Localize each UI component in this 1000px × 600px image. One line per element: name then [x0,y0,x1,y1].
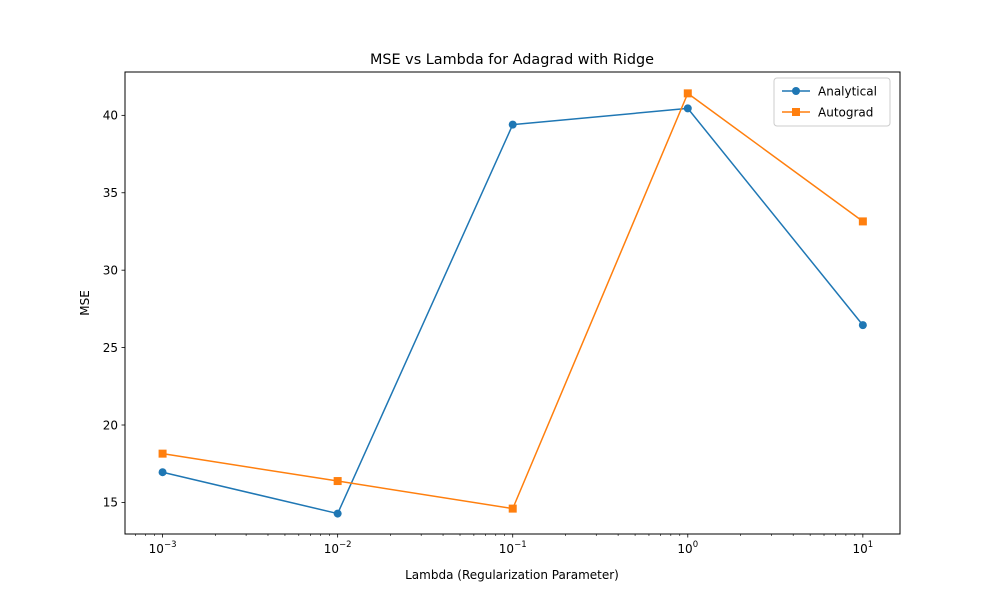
data-point-autograd [333,477,342,486]
x-tick-label: 100 [677,540,698,556]
data-point-analytical [858,321,867,330]
x-tick-base: 10 [149,542,164,556]
x-tick-exponent: −2 [339,540,352,550]
x-axis-title: Lambda (Regularization Parameter) [405,568,619,582]
x-tick-exponent: −3 [164,540,177,550]
series-line-analytical [162,107,864,515]
data-point-autograd [508,504,517,513]
legend-label: Autograd [818,105,873,119]
x-tick-base: 10 [853,542,868,556]
y-tick-label: 20 [103,418,118,432]
series-line-autograd [162,92,864,510]
y-tick-label: 35 [103,186,118,200]
x-tick-label: 101 [853,540,874,556]
x-tick-label: 10−2 [324,540,352,556]
x-tick-label: 10−1 [499,540,527,556]
y-tick-label: 30 [103,263,118,277]
data-point-analytical [683,104,692,113]
data-point-autograd [683,89,692,98]
plot-area [158,89,867,518]
legend-marker [792,87,800,95]
x-tick-label: 10−3 [149,540,177,556]
y-tick-label: 25 [103,341,118,355]
data-point-analytical [158,468,167,477]
chart-title: MSE vs Lambda for Adagrad with Ridge [370,52,654,68]
x-tick-base: 10 [499,542,514,556]
x-tick-exponent: 1 [868,540,873,550]
data-point-autograd [158,449,167,458]
x-tick-base: 10 [677,542,692,556]
data-point-analytical [333,509,342,518]
y-axis: 15 20 25 30 35 40 [103,109,125,510]
x-tick-exponent: 0 [693,540,698,550]
data-point-autograd [858,217,867,226]
x-axis: 10−3 10−2 10−1 100 101 [135,534,873,556]
x-tick-base: 10 [324,542,339,556]
legend-marker [792,108,800,116]
legend-label: Analytical [818,84,877,98]
y-axis-title: MSE [78,290,92,316]
y-tick-label: 40 [103,109,118,123]
y-tick-label: 15 [103,496,118,510]
data-point-analytical [508,120,517,129]
legend: Analytical Autograd [773,77,891,127]
x-tick-exponent: −1 [514,540,527,550]
legend-box [773,77,891,127]
plot-frame [124,71,901,535]
